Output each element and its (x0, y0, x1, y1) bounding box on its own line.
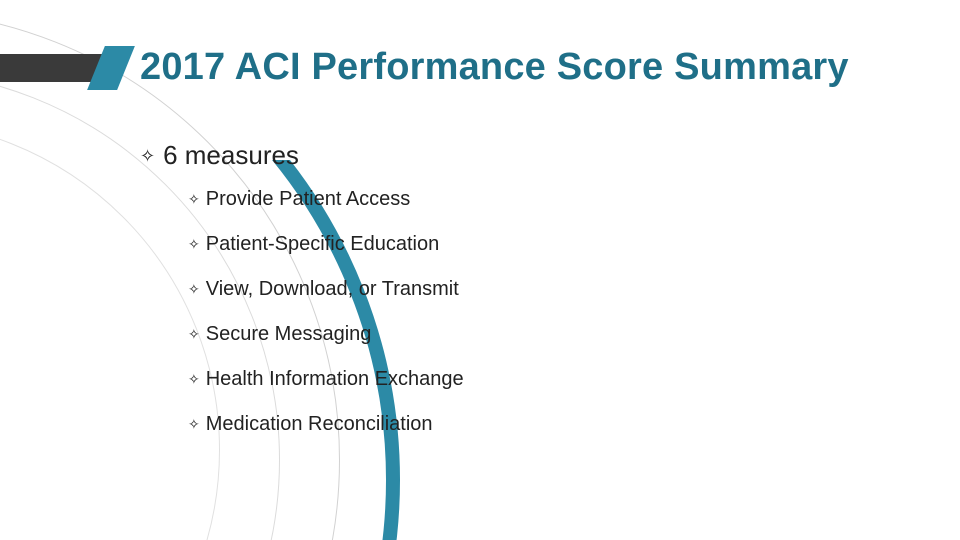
list-item-text: Provide Patient Access (206, 188, 411, 211)
bullet-level2-list: ✧ Provide Patient Access ✧ Patient-Speci… (188, 188, 464, 458)
list-item: ✧ View, Download, or Transmit (188, 278, 464, 301)
slide-title: 2017 ACI Performance Score Summary (140, 46, 849, 89)
diamond-bullet-icon: ✧ (140, 146, 155, 167)
diamond-bullet-icon: ✧ (188, 326, 200, 343)
bullet-level1: ✧ 6 measures (140, 140, 299, 171)
list-item-text: Patient-Specific Education (206, 233, 439, 256)
diamond-bullet-icon: ✧ (188, 371, 200, 388)
list-item: ✧ Provide Patient Access (188, 188, 464, 211)
list-item: ✧ Health Information Exchange (188, 368, 464, 391)
level1-text: 6 measures (163, 140, 299, 171)
list-item: ✧ Secure Messaging (188, 323, 464, 346)
list-item: ✧ Patient-Specific Education (188, 233, 464, 256)
diamond-bullet-icon: ✧ (188, 416, 200, 433)
diamond-bullet-icon: ✧ (188, 236, 200, 253)
list-item: ✧ Medication Reconciliation (188, 413, 464, 436)
diamond-bullet-icon: ✧ (188, 191, 200, 208)
list-item-text: View, Download, or Transmit (206, 278, 459, 301)
diamond-bullet-icon: ✧ (188, 281, 200, 298)
list-item-text: Medication Reconciliation (206, 413, 433, 436)
list-item-text: Secure Messaging (206, 323, 372, 346)
list-item-text: Health Information Exchange (206, 368, 464, 391)
